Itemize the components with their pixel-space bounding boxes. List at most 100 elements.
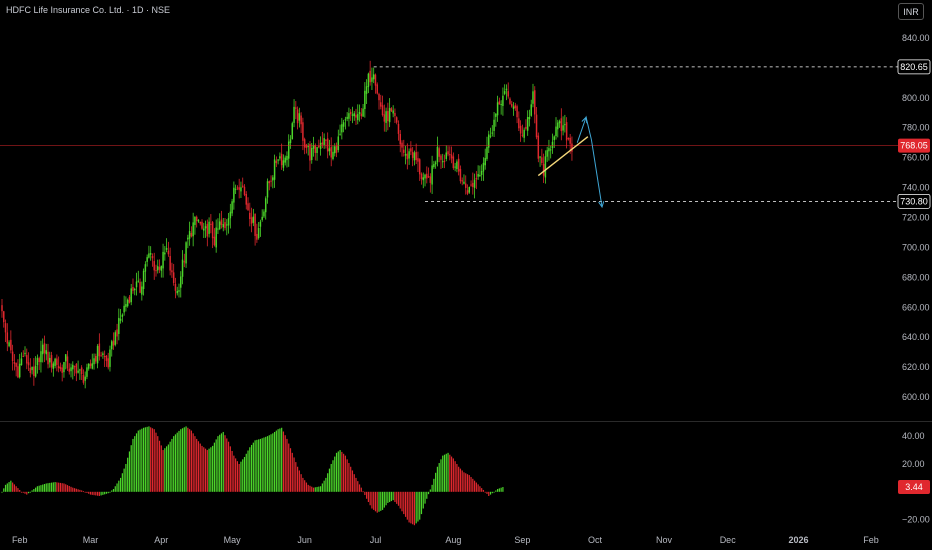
candle-body[interactable] [180,276,182,288]
candle-body[interactable] [449,154,451,156]
histogram-bar[interactable] [335,452,338,492]
histogram-bar[interactable] [320,486,322,492]
candle-body[interactable] [109,349,111,367]
candle-body[interactable] [394,113,396,116]
histogram-bar[interactable] [387,491,389,503]
candle-body[interactable] [73,366,76,368]
histogram-bar[interactable] [63,483,65,492]
candle-body[interactable] [362,108,364,117]
candle-body[interactable] [29,367,32,374]
candle-body[interactable] [399,133,402,145]
candle-body[interactable] [275,160,278,164]
candle-body[interactable] [181,259,184,277]
histogram-bar[interactable] [419,491,421,520]
candle-body[interactable] [450,154,453,159]
candle-body[interactable] [457,158,460,172]
histogram-bar[interactable] [222,431,224,492]
candle-body[interactable] [80,367,83,375]
histogram-bar[interactable] [238,463,240,492]
histogram-bar[interactable] [197,441,200,492]
candle-body[interactable] [397,123,400,134]
histogram-bar[interactable] [73,488,76,492]
candle-body[interactable] [217,228,219,230]
candle-body[interactable] [303,139,306,148]
candle-body[interactable] [307,146,309,148]
candle-body[interactable] [272,177,274,181]
histogram-bar[interactable] [189,429,191,492]
histogram-bar[interactable] [433,478,435,492]
histogram-bar[interactable] [475,482,477,492]
histogram-bar[interactable] [119,477,122,492]
candle-body[interactable] [482,162,485,172]
histogram-bar[interactable] [169,441,171,492]
histogram-bar[interactable] [366,491,368,499]
candle-body[interactable] [438,148,440,157]
histogram-bar[interactable] [413,491,416,526]
histogram-bar[interactable] [31,490,33,492]
histogram-bar[interactable] [137,430,139,492]
candle-body[interactable] [61,367,63,373]
histogram-bar[interactable] [273,431,276,492]
histogram-bar[interactable] [371,491,373,509]
histogram-bar[interactable] [176,432,178,492]
candle-body[interactable] [318,145,320,148]
histogram-bar[interactable] [406,491,408,520]
histogram-bar[interactable] [364,491,366,496]
histogram-bar[interactable] [151,428,154,492]
candle-body[interactable] [360,113,363,117]
candle-body[interactable] [539,156,541,158]
candle-body[interactable] [68,368,71,372]
histogram-bar[interactable] [24,491,26,494]
histogram-bar[interactable] [266,436,269,492]
histogram-bar[interactable] [447,452,449,492]
candle-body[interactable] [59,366,62,370]
candle-body[interactable] [528,117,531,120]
histogram-bar[interactable] [104,491,106,495]
candle-body[interactable] [165,247,168,250]
candle-body[interactable] [174,283,177,291]
candle-body[interactable] [247,203,249,210]
candle-body[interactable] [169,255,171,271]
candle-body[interactable] [367,73,370,88]
candle-body[interactable] [406,153,409,160]
candle-body[interactable] [415,152,417,161]
candle-body[interactable] [75,363,78,374]
histogram-bar[interactable] [312,487,315,492]
histogram-bar[interactable] [351,470,354,492]
histogram-bar[interactable] [116,483,118,492]
histogram-bar[interactable] [396,491,398,504]
histogram-bar[interactable] [309,485,311,492]
candle-body[interactable] [15,363,17,367]
candle-body[interactable] [187,237,189,240]
histogram-bar[interactable] [204,448,207,492]
histogram-bar[interactable] [415,491,417,524]
histogram-bar[interactable] [206,450,208,492]
candle-body[interactable] [571,143,573,152]
histogram-bar[interactable] [449,454,451,492]
candle-body[interactable] [254,213,256,236]
candle-body[interactable] [50,355,53,368]
candle-body[interactable] [86,367,88,377]
histogram-bar[interactable] [265,436,267,492]
histogram-bar[interactable] [95,491,97,496]
histogram-bar[interactable] [408,491,410,523]
candle-body[interactable] [298,113,301,121]
histogram-bar[interactable] [256,439,258,492]
histogram-bar[interactable] [233,455,235,492]
histogram-bar[interactable] [13,484,15,492]
candle-body[interactable] [31,366,33,371]
projection-path[interactable] [576,115,603,208]
histogram-bar[interactable] [125,463,127,492]
candle-body[interactable] [337,136,340,151]
histogram-bar[interactable] [339,450,341,492]
histogram-bar[interactable] [153,429,155,492]
histogram-bar[interactable] [45,483,47,492]
candle-body[interactable] [348,113,350,119]
candle-body[interactable] [164,252,166,255]
candle-body[interactable] [26,355,28,364]
histogram-bar[interactable] [105,491,108,494]
candle-body[interactable] [241,185,244,187]
candle-body[interactable] [22,355,24,357]
candle-body[interactable] [323,138,325,146]
candle-body[interactable] [378,94,380,101]
